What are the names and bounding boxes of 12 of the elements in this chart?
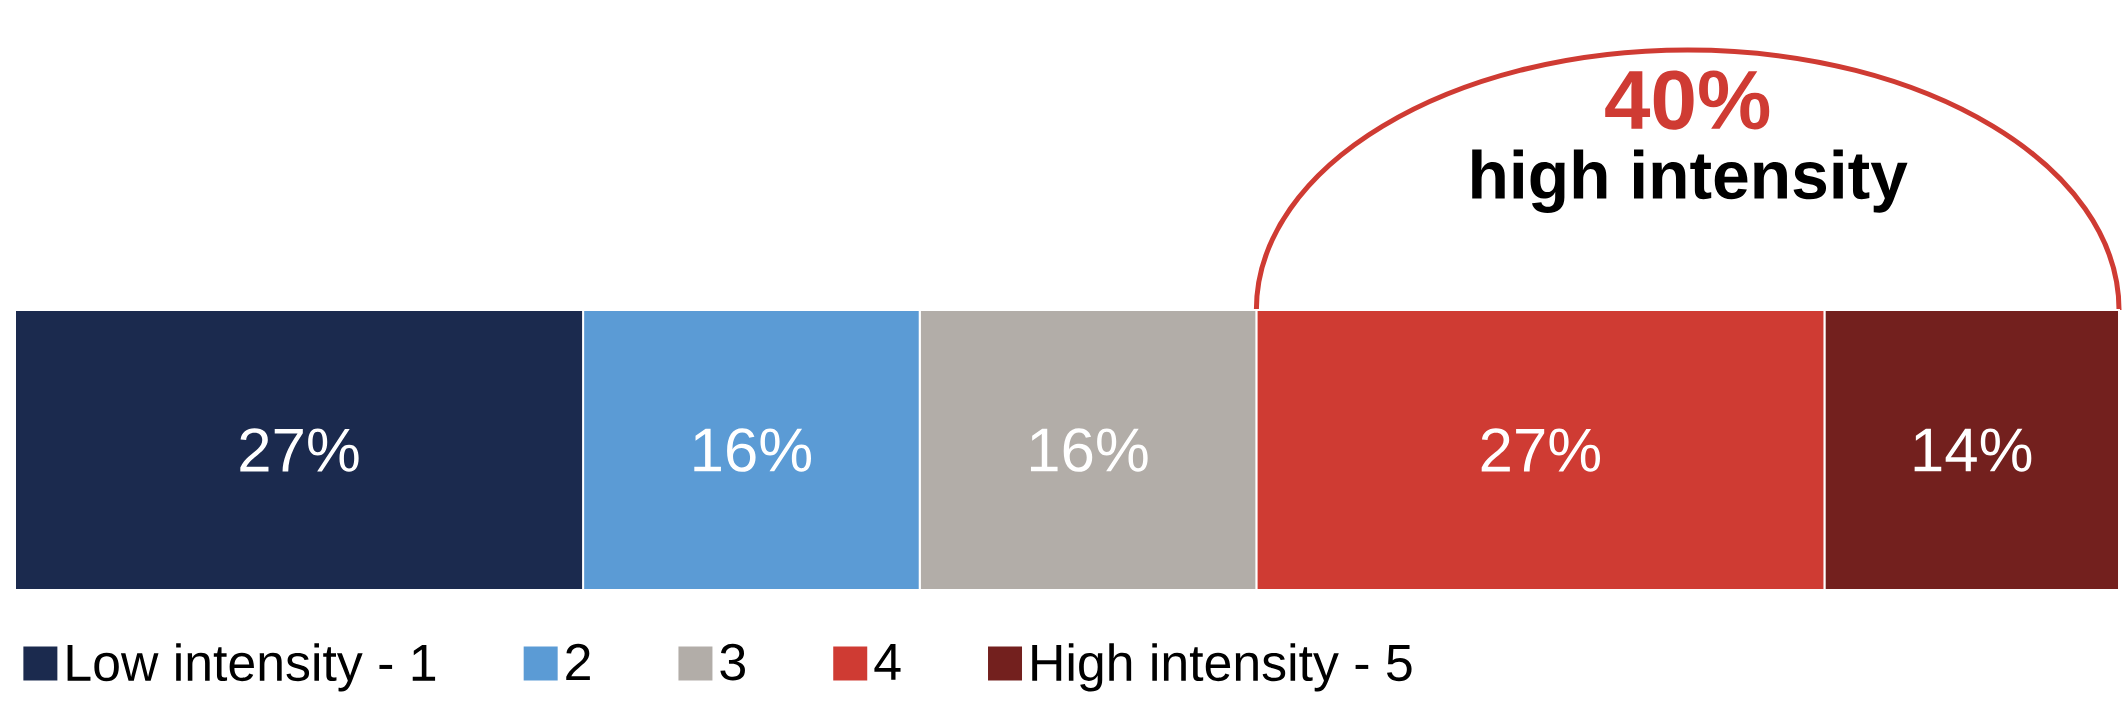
legend-label: 4 <box>874 644 901 680</box>
text: 40% <box>1605 70 1770 130</box>
data-label: 14% <box>1914 428 2032 472</box>
text: high intensity <box>1472 149 1908 213</box>
legend-label: 2 <box>566 643 590 681</box>
data-label: 16% <box>694 428 811 472</box>
data-label: 16% <box>1030 428 1148 472</box>
data-label: 27% <box>240 428 359 472</box>
legend-label: High intensity - 5 <box>1032 643 1412 692</box>
legend-label: Low intensity - 1 <box>67 643 436 692</box>
data-label: 27% <box>1481 428 1600 472</box>
legend-label: 3 <box>720 643 745 681</box>
